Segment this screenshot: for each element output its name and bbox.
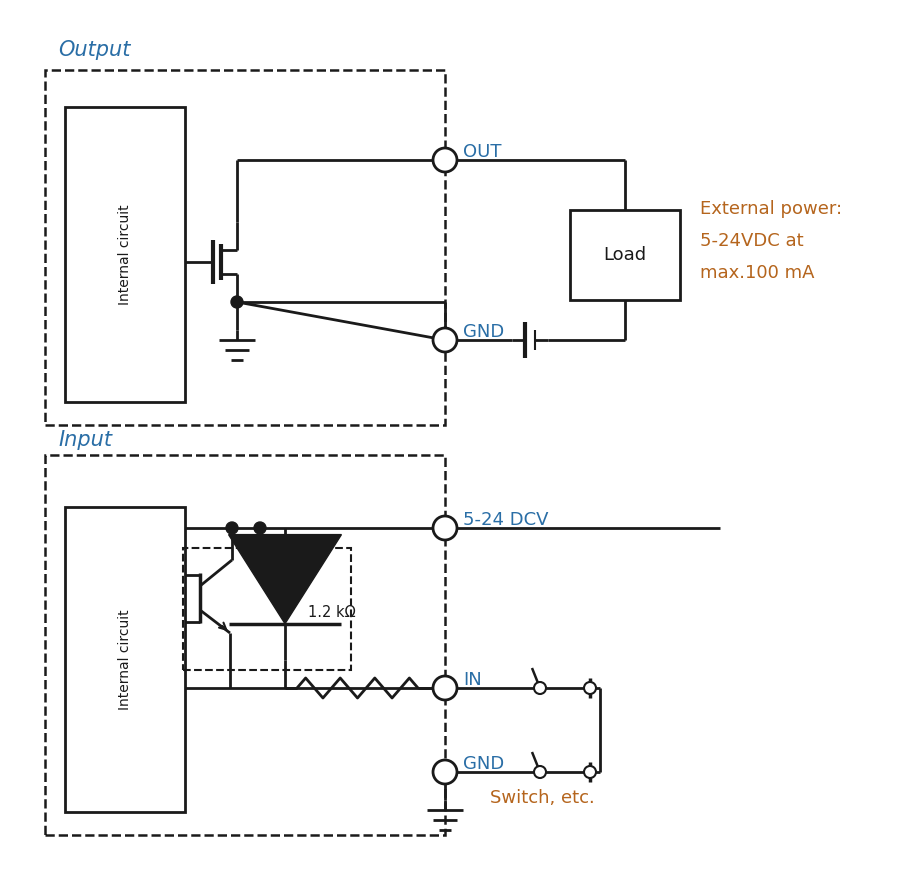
- Text: Input: Input: [58, 430, 112, 450]
- Circle shape: [226, 522, 238, 534]
- Circle shape: [433, 516, 457, 540]
- Text: GND: GND: [463, 755, 504, 773]
- Circle shape: [584, 766, 596, 778]
- Text: Internal circuit: Internal circuit: [118, 609, 132, 710]
- Circle shape: [534, 682, 546, 694]
- Bar: [65, 107, 185, 402]
- Circle shape: [433, 760, 457, 784]
- Bar: [65, 507, 185, 812]
- Bar: [570, 210, 680, 300]
- Text: Output: Output: [58, 40, 130, 60]
- Polygon shape: [228, 535, 341, 624]
- Text: Switch, etc.: Switch, etc.: [490, 789, 595, 807]
- Circle shape: [254, 522, 266, 534]
- Text: IN: IN: [463, 671, 481, 689]
- Bar: [45, 70, 445, 425]
- Text: 5-24 DCV: 5-24 DCV: [463, 511, 549, 529]
- Text: 1.2 kΩ: 1.2 kΩ: [308, 605, 356, 620]
- Circle shape: [231, 296, 243, 308]
- Text: OUT: OUT: [463, 143, 501, 161]
- Circle shape: [534, 766, 546, 778]
- Circle shape: [433, 148, 457, 172]
- Circle shape: [433, 328, 457, 352]
- Circle shape: [584, 682, 596, 694]
- Circle shape: [433, 676, 457, 700]
- Text: Internal circuit: Internal circuit: [118, 204, 132, 304]
- Bar: [183, 548, 351, 670]
- Bar: [45, 455, 445, 835]
- Text: GND: GND: [463, 323, 504, 341]
- Text: External power:
5-24VDC at
max.100 mA: External power: 5-24VDC at max.100 mA: [700, 200, 842, 282]
- Text: Load: Load: [603, 246, 647, 264]
